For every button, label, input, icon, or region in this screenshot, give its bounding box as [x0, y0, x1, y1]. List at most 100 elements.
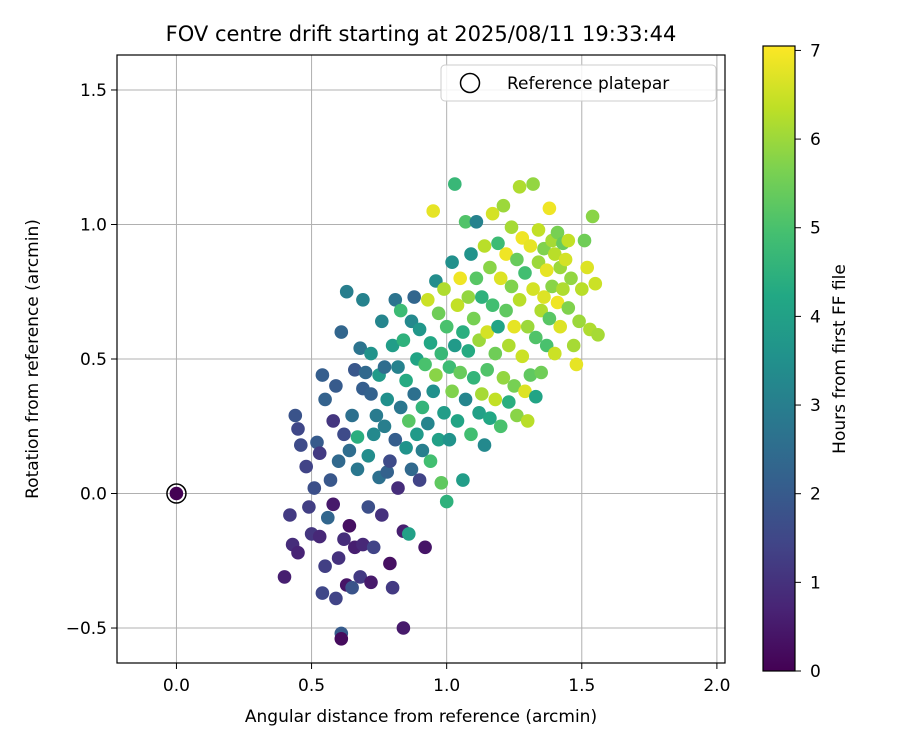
data-point	[561, 233, 576, 248]
data-point	[412, 473, 427, 487]
data-point	[404, 462, 419, 477]
y-tick-label: 0.5	[80, 350, 107, 370]
data-point	[353, 570, 368, 584]
data-point	[342, 519, 357, 533]
data-point	[310, 435, 324, 450]
data-point	[499, 247, 513, 261]
colorbar-tick-label: 2	[810, 485, 821, 505]
x-axis-label: Angular distance from reference (arcmin)	[245, 707, 597, 727]
data-point	[377, 360, 392, 374]
data-point	[545, 279, 559, 294]
scatter-points	[166, 177, 605, 646]
data-point	[334, 632, 349, 646]
data-point	[515, 349, 530, 364]
x-axis-ticks: 0.0 0.5 1.0 1.5 2.0	[163, 663, 730, 696]
data-point	[445, 384, 459, 399]
data-point	[364, 387, 378, 401]
data-point	[439, 319, 454, 334]
data-point	[380, 392, 395, 407]
data-point	[385, 580, 400, 595]
data-point	[393, 400, 408, 415]
data-point	[458, 215, 473, 229]
data-point	[356, 537, 370, 552]
data-point	[499, 303, 513, 318]
x-tick-label: 1.0	[433, 676, 460, 696]
data-point	[412, 322, 427, 337]
data-point	[493, 419, 508, 434]
data-point	[345, 580, 359, 595]
data-point	[550, 295, 565, 310]
data-point	[496, 198, 511, 213]
data-point	[534, 365, 548, 380]
data-point	[475, 290, 489, 304]
data-point	[337, 427, 351, 442]
data-point	[291, 422, 305, 436]
data-point	[504, 220, 519, 234]
data-point	[415, 400, 430, 415]
data-point	[318, 559, 332, 573]
data-point	[315, 368, 330, 382]
y-tick-label: −0.5	[66, 619, 107, 639]
data-point	[350, 430, 365, 444]
colorbar: 0 1 2 3 4 5 6 7 Hours from first FF file	[762, 41, 850, 682]
data-point	[450, 414, 465, 428]
data-point	[415, 443, 430, 458]
data-point	[469, 271, 484, 286]
data-point	[456, 325, 470, 339]
data-point	[526, 177, 540, 191]
y-tick-label: 0.0	[80, 485, 107, 505]
data-point	[453, 271, 468, 286]
data-point	[526, 282, 540, 296]
legend-marker	[459, 72, 481, 94]
data-point	[410, 427, 424, 442]
colorbar-tick-label: 7	[810, 41, 821, 61]
data-point	[356, 293, 370, 307]
data-point	[339, 284, 354, 299]
colorbar-tick-label: 3	[810, 396, 821, 416]
data-point	[366, 427, 381, 442]
data-point	[469, 215, 484, 229]
y-tick-label: 1.5	[80, 81, 107, 101]
x-tick-label: 0.5	[298, 676, 325, 696]
data-point	[329, 591, 343, 606]
data-point	[383, 556, 397, 571]
data-point	[556, 282, 570, 296]
data-point	[383, 454, 397, 469]
data-point	[485, 206, 500, 221]
colorbar-tick-label: 4	[810, 307, 821, 327]
data-point	[569, 357, 584, 372]
data-point	[431, 432, 446, 447]
data-point	[402, 414, 416, 428]
data-point	[291, 545, 305, 560]
data-point	[431, 306, 446, 321]
data-point	[388, 293, 403, 307]
data-point	[483, 260, 497, 275]
data-point	[466, 311, 481, 326]
data-point	[585, 209, 600, 224]
data-point	[361, 449, 376, 463]
data-point	[575, 282, 589, 296]
data-point	[477, 239, 492, 253]
data-point	[369, 408, 384, 423]
data-point	[350, 462, 365, 477]
reference-platepar-marker	[166, 483, 187, 504]
colorbar-tick-label: 6	[810, 130, 821, 150]
data-point	[396, 333, 411, 348]
data-point	[318, 392, 332, 407]
data-point	[523, 368, 538, 382]
data-point	[542, 311, 557, 326]
data-point	[456, 473, 470, 487]
colorbar-tick-label: 5	[810, 219, 821, 239]
data-point	[488, 346, 503, 361]
data-point	[421, 416, 435, 431]
colorbar-tick-label: 0	[810, 662, 821, 682]
data-point	[491, 236, 505, 251]
data-point	[366, 540, 381, 555]
data-point	[577, 233, 592, 248]
data-point	[442, 432, 457, 447]
data-point	[302, 500, 316, 514]
data-point	[426, 204, 441, 218]
data-point	[493, 271, 508, 286]
data-point	[329, 379, 343, 393]
data-point	[591, 328, 605, 342]
